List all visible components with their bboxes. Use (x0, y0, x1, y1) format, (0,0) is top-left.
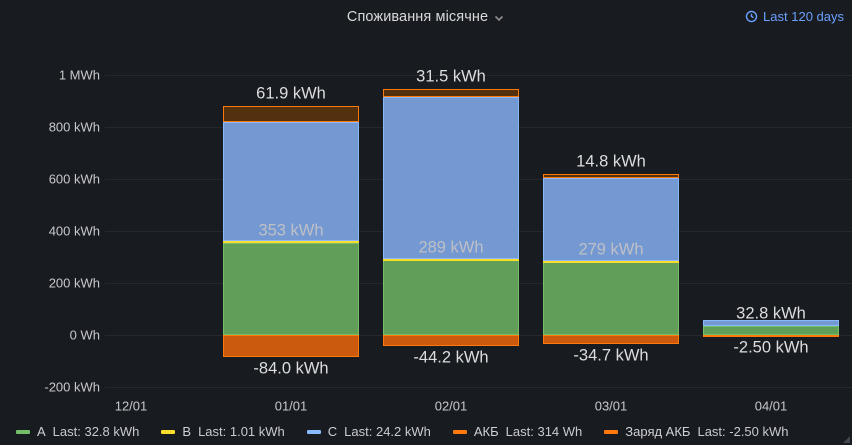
bar-segment-C[interactable] (543, 177, 679, 262)
legend-last-value: Last: 32.8 kWh (52, 424, 140, 439)
legend-series-name: АКБ (473, 424, 499, 439)
gridline (105, 75, 852, 76)
legend-item-B[interactable]: B Last: 1.01 kWh (161, 424, 285, 439)
legend-series-name: B (182, 424, 192, 439)
value-label-bottom: -2.50 kWh (733, 338, 809, 357)
legend-swatch (604, 429, 619, 434)
y-axis-tick-label: 0 Wh (69, 327, 100, 343)
y-axis-tick-label: 400 kWh (48, 223, 100, 239)
clock-icon (745, 10, 758, 23)
legend-swatch (452, 429, 467, 434)
y-axis-tick-label: 800 kWh (48, 119, 100, 135)
legend-series-name: C (327, 424, 338, 439)
bar-segment-Заряд АКБ[interactable] (383, 335, 519, 347)
panel-header: Споживання місячне Last 120 days (0, 0, 852, 36)
bar-segment-A[interactable] (223, 243, 359, 335)
bar-segment-АКБ[interactable] (383, 89, 519, 98)
chevron-down-icon (495, 15, 504, 22)
legend-last-value: Last: -2.50 kWh (697, 424, 789, 439)
legend-last-value: Last: 24.2 kWh (344, 424, 431, 439)
value-label-bottom: -84.0 kWh (253, 359, 329, 378)
legend-swatch (161, 429, 176, 434)
value-label-series-a: 32.8 kWh (736, 304, 806, 323)
value-label-top: 31.5 kWh (416, 67, 486, 86)
value-label-top: 61.9 kWh (256, 84, 326, 103)
legend: A Last: 32.8 kWh B Last: 1.01 kWh C Last: 24.… (16, 424, 846, 439)
value-label-series-a: 279 kWh (578, 240, 644, 259)
bar-segment-B[interactable] (543, 261, 679, 264)
bar-segment-C[interactable] (223, 121, 359, 242)
value-label-bottom: -34.7 kWh (573, 346, 649, 365)
bar-segment-A[interactable] (383, 259, 519, 335)
x-axis-tick-label: 04/01 (754, 398, 788, 414)
legend-item-C[interactable]: C Last: 24.2 kWh (306, 424, 431, 439)
legend-last-value: Last: 314 Wh (505, 424, 583, 439)
y-axis-tick-label: -200 kWh (44, 379, 100, 395)
x-axis-tick-label: 02/01 (434, 398, 468, 414)
value-label-series-a: 353 kWh (258, 221, 324, 240)
x-axis-tick-label: 01/01 (274, 398, 308, 414)
gridline (105, 387, 852, 388)
x-axis-tick-label: 03/01 (594, 398, 628, 414)
value-label-series-a: 289 kWh (418, 238, 484, 257)
legend-item-АКБ[interactable]: АКБ Last: 314 Wh (452, 424, 583, 439)
legend-series-name: Заряд АКБ (625, 424, 691, 439)
bar-segment-Заряд АКБ[interactable] (543, 335, 679, 345)
bar-segment-A[interactable] (543, 262, 679, 335)
x-axis-tick-label: 12/01 (114, 398, 148, 414)
legend-series-name: A (37, 424, 46, 439)
bar-segment-Заряд АКБ[interactable] (223, 335, 359, 357)
bar-segment-B[interactable] (383, 258, 519, 261)
bar-segment-C[interactable] (383, 97, 519, 259)
y-axis-tick-label: 200 kWh (48, 275, 100, 291)
legend-item-A[interactable]: A Last: 32.8 kWh (16, 424, 139, 439)
y-axis-tick-label: 1 MWh (58, 67, 100, 83)
bar-segment-B[interactable] (223, 241, 359, 244)
legend-item-Заряд АКБ[interactable]: Заряд АКБ Last: -2.50 kWh (604, 424, 789, 439)
bar-segment-A[interactable] (703, 326, 839, 335)
legend-swatch (16, 429, 30, 434)
bar-segment-Заряд АКБ[interactable] (703, 335, 839, 337)
time-range-label: Last 120 days (763, 9, 844, 24)
legend-last-value: Last: 1.01 kWh (198, 424, 285, 439)
bar-segment-АКБ[interactable] (223, 105, 359, 122)
value-label-top: 14.8 kWh (576, 152, 646, 171)
panel-title-button[interactable]: Споживання місячне (0, 9, 852, 25)
bar-segment-C[interactable] (703, 319, 839, 327)
time-range-indicator[interactable]: Last 120 days (745, 9, 844, 24)
panel-resize-handle[interactable] (843, 436, 850, 443)
y-axis-tick-label: 600 kWh (48, 171, 100, 187)
value-label-bottom: -44.2 kWh (413, 348, 489, 367)
bar-segment-АКБ[interactable] (543, 174, 679, 178)
legend-swatch (306, 429, 321, 434)
panel-title: Споживання місячне (346, 9, 489, 25)
